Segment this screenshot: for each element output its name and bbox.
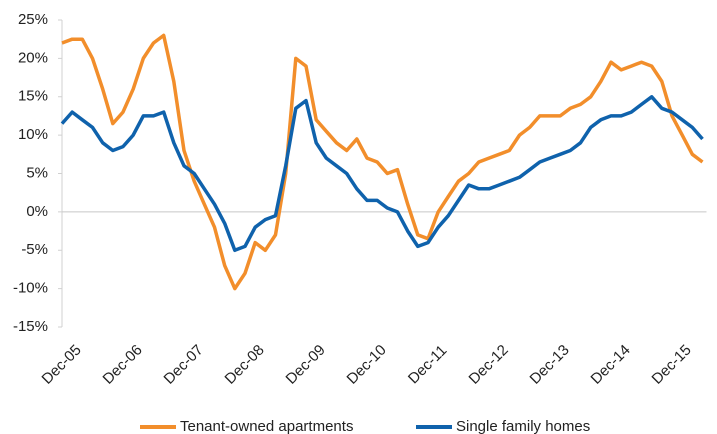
legend-label: Single family homes [456, 418, 590, 434]
x-tick-label: Dec-11 [405, 342, 450, 387]
x-tick-label: Dec-06 [100, 342, 146, 388]
y-tick-label: -5% [21, 241, 48, 258]
y-tick-label: -15% [13, 318, 48, 335]
y-tick-label: -10% [13, 280, 48, 297]
x-tick-label: Dec-09 [283, 342, 329, 388]
y-tick-label: 15% [18, 88, 48, 105]
x-tick-label: Dec-07 [161, 342, 207, 388]
y-tick-label: 25% [18, 11, 48, 28]
y-tick-label: 20% [18, 49, 48, 66]
series-line [61, 33, 704, 291]
x-tick-label: Dec-14 [588, 342, 634, 388]
x-tick-label: Dec-13 [527, 342, 573, 388]
legend-label: Tenant-owned apartments [180, 418, 353, 434]
series-line [60, 95, 704, 253]
x-tick-label: Dec-10 [344, 342, 390, 388]
y-tick-label: 10% [18, 126, 48, 143]
y-tick-label: 0% [26, 203, 48, 220]
x-tick-label: Dec-05 [39, 342, 85, 388]
x-tick-label: Dec-15 [649, 342, 695, 388]
y-tick-label: 5% [26, 164, 48, 181]
x-tick-label: Dec-08 [222, 342, 268, 388]
x-tick-label: Dec-12 [466, 342, 512, 388]
